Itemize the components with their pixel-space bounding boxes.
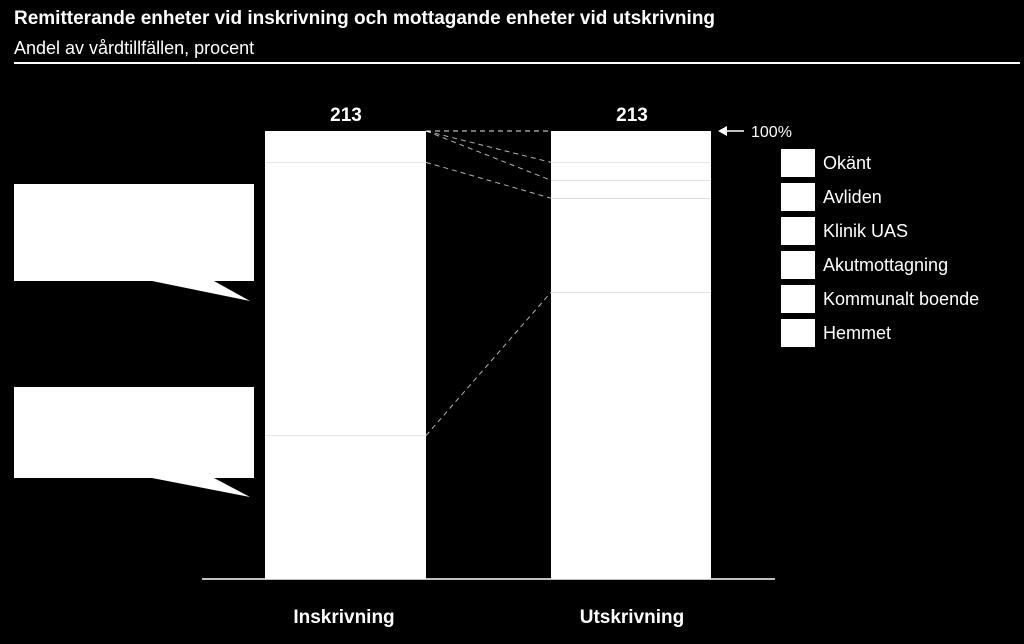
legend-item-okant: Okänt (781, 148, 871, 178)
connector-line-2 (425, 130, 552, 163)
legend-item-akutmottagning: Akutmottagning (781, 250, 948, 280)
legend-label: Akutmottagning (823, 254, 949, 275)
legend-swatch (781, 285, 815, 313)
total-label-inskrivning: 213 (330, 105, 362, 126)
callout-bubble-inskrivning-bottom (14, 387, 254, 497)
bar-segment-1-4 (551, 198, 711, 293)
legend-item-avliden: Avliden (781, 182, 882, 212)
bar-segment-1-2 (551, 162, 711, 181)
bar-segment-1-3 (551, 180, 711, 199)
legend-label: Avliden (823, 186, 882, 207)
legend-label: Kommunalt boende (823, 288, 980, 309)
bar-segment-0-4 (265, 162, 426, 436)
title-divider (14, 62, 1020, 64)
category-label-utskrivning: Utskrivning (580, 607, 685, 628)
connector-line-5 (425, 291, 552, 436)
legend-label: Okänt (823, 152, 872, 173)
bar-segment-1-5 (551, 292, 711, 579)
connector-line-4 (425, 161, 552, 199)
bar-segment-1-1 (551, 131, 711, 163)
marker-arrow-icon (718, 126, 727, 136)
legend-swatch (781, 251, 815, 279)
legend-label: Klinik UAS (823, 220, 909, 241)
bar-segment-0-5 (265, 435, 426, 579)
legend-swatch (781, 217, 815, 245)
total-label-utskrivning: 213 (616, 105, 648, 126)
chart-subtitle: Andel av vårdtillfällen, procent (14, 38, 255, 58)
category-label-inskrivning: Inskrivning (293, 607, 394, 628)
legend-item-kommunalt-boende: Kommunalt boende (781, 284, 979, 314)
legend-label: Hemmet (823, 322, 892, 343)
legend-swatch (781, 149, 815, 177)
legend-swatch (781, 319, 815, 347)
bar-segment-0-3 (265, 131, 426, 163)
connector-line-3 (425, 130, 552, 181)
legend-item-hemmet: Hemmet (781, 318, 891, 348)
legend-item-klinik-uas: Klinik UAS (781, 216, 908, 246)
callout-bubble-inskrivning-top (14, 184, 254, 301)
chart-title: Remitterande enheter vid inskrivning och… (14, 8, 716, 29)
percent-marker-label: 100% (751, 124, 792, 141)
legend-swatch (781, 183, 815, 211)
